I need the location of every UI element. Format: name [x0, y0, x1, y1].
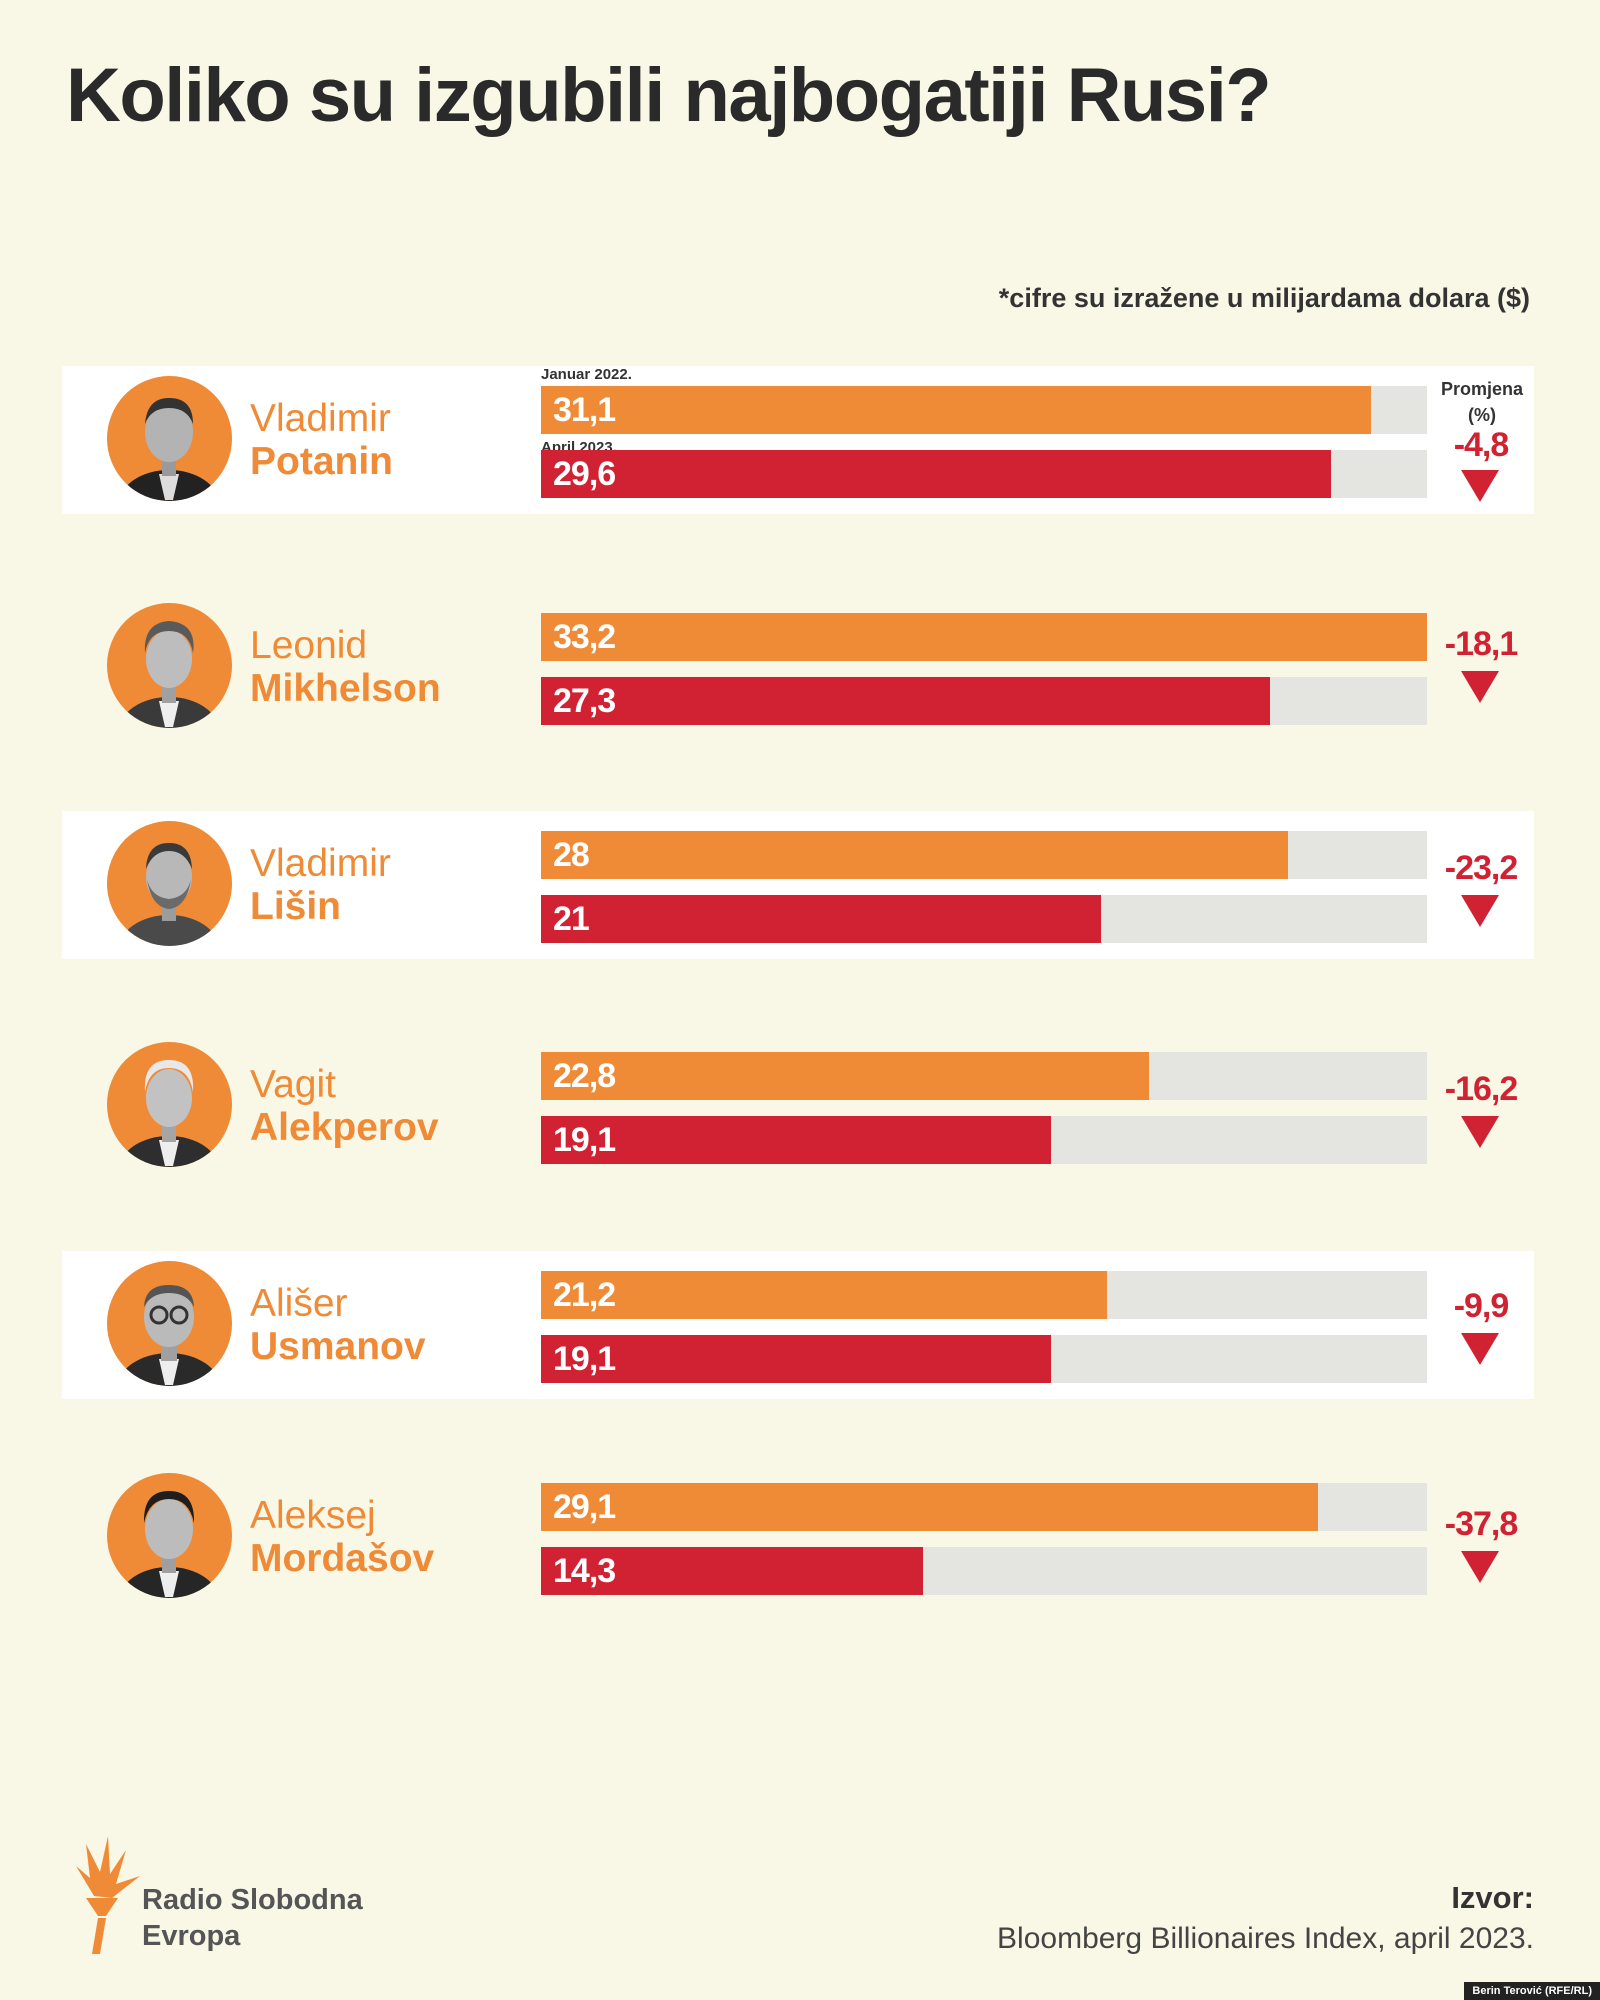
bar-value-april: 29,6	[553, 455, 616, 493]
brand-name: Radio Slobodna Evropa	[142, 1882, 363, 1954]
bar-january	[541, 1052, 1150, 1100]
bar-track: 29,6	[541, 450, 1427, 498]
portrait-icon	[119, 1491, 219, 1598]
bar-track: 21,2	[541, 1271, 1427, 1319]
bar-april	[541, 1116, 1051, 1164]
first-name: Vladimir	[250, 842, 391, 885]
bar-track: 19,1	[541, 1335, 1427, 1383]
person-row: Aleksej Mordašov 29,1 14,3 -37,8	[62, 1463, 1534, 1611]
portrait-icon	[117, 1285, 221, 1386]
bar-track: 22,8	[541, 1052, 1427, 1100]
bar-value-january: 22,8	[553, 1057, 616, 1095]
bar-track: 28	[541, 831, 1427, 879]
down-arrow-icon	[1461, 470, 1499, 502]
change-header-label: Promjena	[1440, 379, 1524, 399]
down-arrow-icon	[1461, 895, 1499, 927]
bar-value-april: 21	[553, 900, 590, 938]
bar-value-january: 33,2	[553, 618, 616, 656]
bar-track: 31,1	[541, 386, 1427, 434]
last-name: Lišin	[250, 885, 342, 928]
bar-april	[541, 1547, 923, 1595]
avatar	[107, 1042, 232, 1167]
bar-value-january: 29,1	[553, 1488, 616, 1526]
change-value: -16,2	[1444, 1070, 1519, 1108]
avatar	[107, 1261, 232, 1386]
bar-track: 29,1	[541, 1483, 1427, 1531]
bar-track: 19,1	[541, 1116, 1427, 1164]
avatar	[107, 1473, 232, 1598]
period-label-january: Januar 2022.	[541, 366, 632, 383]
last-name: Mordašov	[250, 1537, 435, 1580]
bar-january	[541, 831, 1289, 879]
bar-january	[541, 1483, 1318, 1531]
change-header: Promjena (%)	[1432, 376, 1532, 428]
person-row: Vagit Alekperov 22,8 19,1 -16,2	[62, 1032, 1534, 1180]
bar-track: 33,2	[541, 613, 1427, 661]
person-row: Leonid Mikhelson 33,2 27,3 -18,1	[62, 593, 1534, 741]
bar-track: 21	[541, 895, 1427, 943]
first-name: Vladimir	[250, 397, 391, 440]
avatar	[107, 376, 232, 501]
change-value: -37,8	[1444, 1505, 1519, 1543]
unit-note: *cifre su izražene u milijardama dolara …	[998, 283, 1530, 313]
avatar	[107, 821, 232, 946]
portrait-icon	[119, 843, 219, 946]
first-name: Ališer	[250, 1282, 348, 1325]
person-row: Ališer Usmanov 21,2 19,1 -9,9	[62, 1251, 1534, 1399]
bar-value-april: 27,3	[553, 682, 616, 720]
person-row: Vladimir Potanin Januar 2022. April 2023…	[62, 366, 1534, 514]
bar-april	[541, 895, 1102, 943]
person-row: Vladimir Lišin 28 21 -23,2	[62, 811, 1534, 959]
last-name: Mikhelson	[250, 667, 441, 710]
last-name: Usmanov	[250, 1325, 426, 1368]
change-value: -4,8	[1453, 426, 1510, 464]
brand-line-1: Radio Slobodna	[142, 1884, 363, 1916]
down-arrow-icon	[1461, 1551, 1499, 1583]
first-name: Aleksej	[250, 1494, 376, 1537]
down-arrow-icon	[1461, 1333, 1499, 1365]
source-label: Izvor:	[1451, 1880, 1534, 1915]
portrait-icon	[119, 1060, 219, 1167]
bar-january	[541, 386, 1371, 434]
portrait-icon	[119, 398, 219, 501]
bar-april	[541, 450, 1331, 498]
bar-january	[541, 1271, 1107, 1319]
change-value: -18,1	[1444, 625, 1519, 663]
last-name: Alekperov	[250, 1106, 439, 1149]
avatar	[107, 603, 232, 728]
portrait-icon	[119, 621, 219, 728]
last-name: Potanin	[250, 440, 393, 483]
bar-value-january: 21,2	[553, 1276, 616, 1314]
bar-value-april: 19,1	[553, 1340, 616, 1378]
bar-track: 14,3	[541, 1547, 1427, 1595]
bar-january	[541, 613, 1427, 661]
bar-value-january: 28	[553, 836, 590, 874]
down-arrow-icon	[1461, 671, 1499, 703]
bar-april	[541, 1335, 1051, 1383]
bar-value-january: 31,1	[553, 391, 616, 429]
down-arrow-icon	[1461, 1116, 1499, 1148]
author-credit: Berin Terović (RFE/RL)	[1464, 1982, 1600, 2000]
bar-value-april: 14,3	[553, 1552, 616, 1590]
change-value: -9,9	[1453, 1287, 1510, 1325]
first-name: Vagit	[250, 1063, 336, 1106]
brand-line-2: Evropa	[142, 1920, 241, 1952]
bar-april	[541, 677, 1270, 725]
bar-value-april: 19,1	[553, 1121, 616, 1159]
change-header-unit: (%)	[1468, 405, 1496, 425]
change-value: -23,2	[1444, 849, 1519, 887]
page-title: Koliko su izgubili najbogatiji Rusi?	[66, 53, 1272, 138]
bar-track: 27,3	[541, 677, 1427, 725]
rfe-torch-logo-icon	[76, 1836, 140, 1954]
source-text: Bloomberg Billionaires Index, april 2023…	[997, 1922, 1534, 1955]
first-name: Leonid	[250, 624, 368, 667]
